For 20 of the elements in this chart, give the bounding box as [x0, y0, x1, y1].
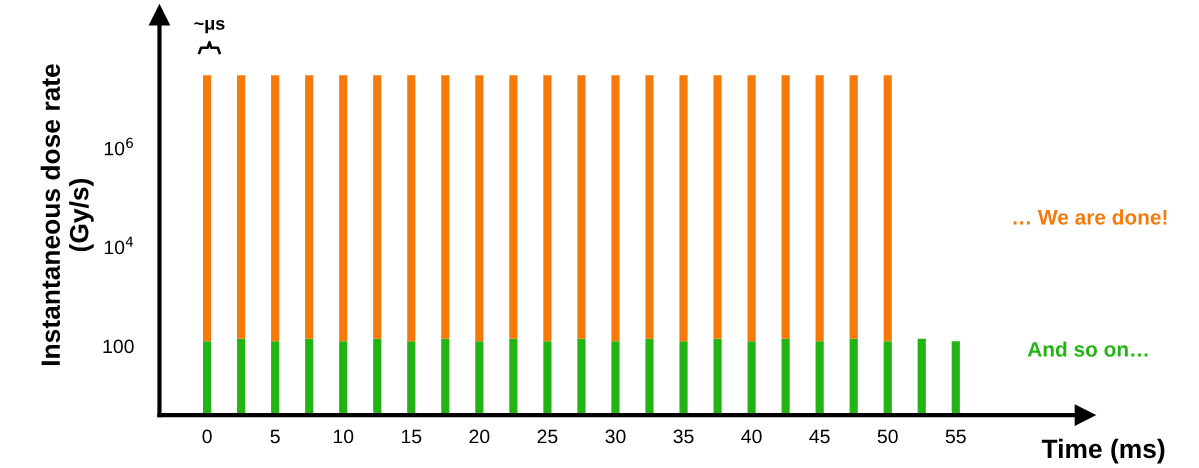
text: … We are done! — [1013, 209, 1167, 225]
annotation: ~μs — [194, 19, 225, 34]
x-tick-label: 50 — [877, 429, 898, 444]
y-axis-title: Instantaneous dose rate (Gy/s) — [40, 64, 94, 366]
x-tick-label: 0 — [202, 429, 212, 444]
x-tick-label: 20 — [469, 429, 490, 444]
x-tick-label: 55 — [945, 429, 966, 444]
x-tick-label: 35 — [673, 429, 694, 444]
x-tick-label: 15 — [401, 429, 422, 444]
y-tick-label: 100 — [103, 339, 134, 354]
x-tick-label: 30 — [605, 429, 626, 444]
y-tick-label: 10$^{6}$ — [104, 137, 133, 156]
x-axis-title: Time (ms) — [1041, 438, 1165, 464]
text: And so on… — [1027, 341, 1148, 357]
y-tick-label: 10$^{4}$ — [104, 236, 134, 255]
x-tick-label: 5 — [270, 429, 280, 444]
x-tick-label: 25 — [537, 429, 558, 444]
x-tick-label: 40 — [741, 429, 762, 444]
x-tick-label: 10 — [333, 429, 354, 444]
x-tick-label: 45 — [809, 429, 830, 444]
